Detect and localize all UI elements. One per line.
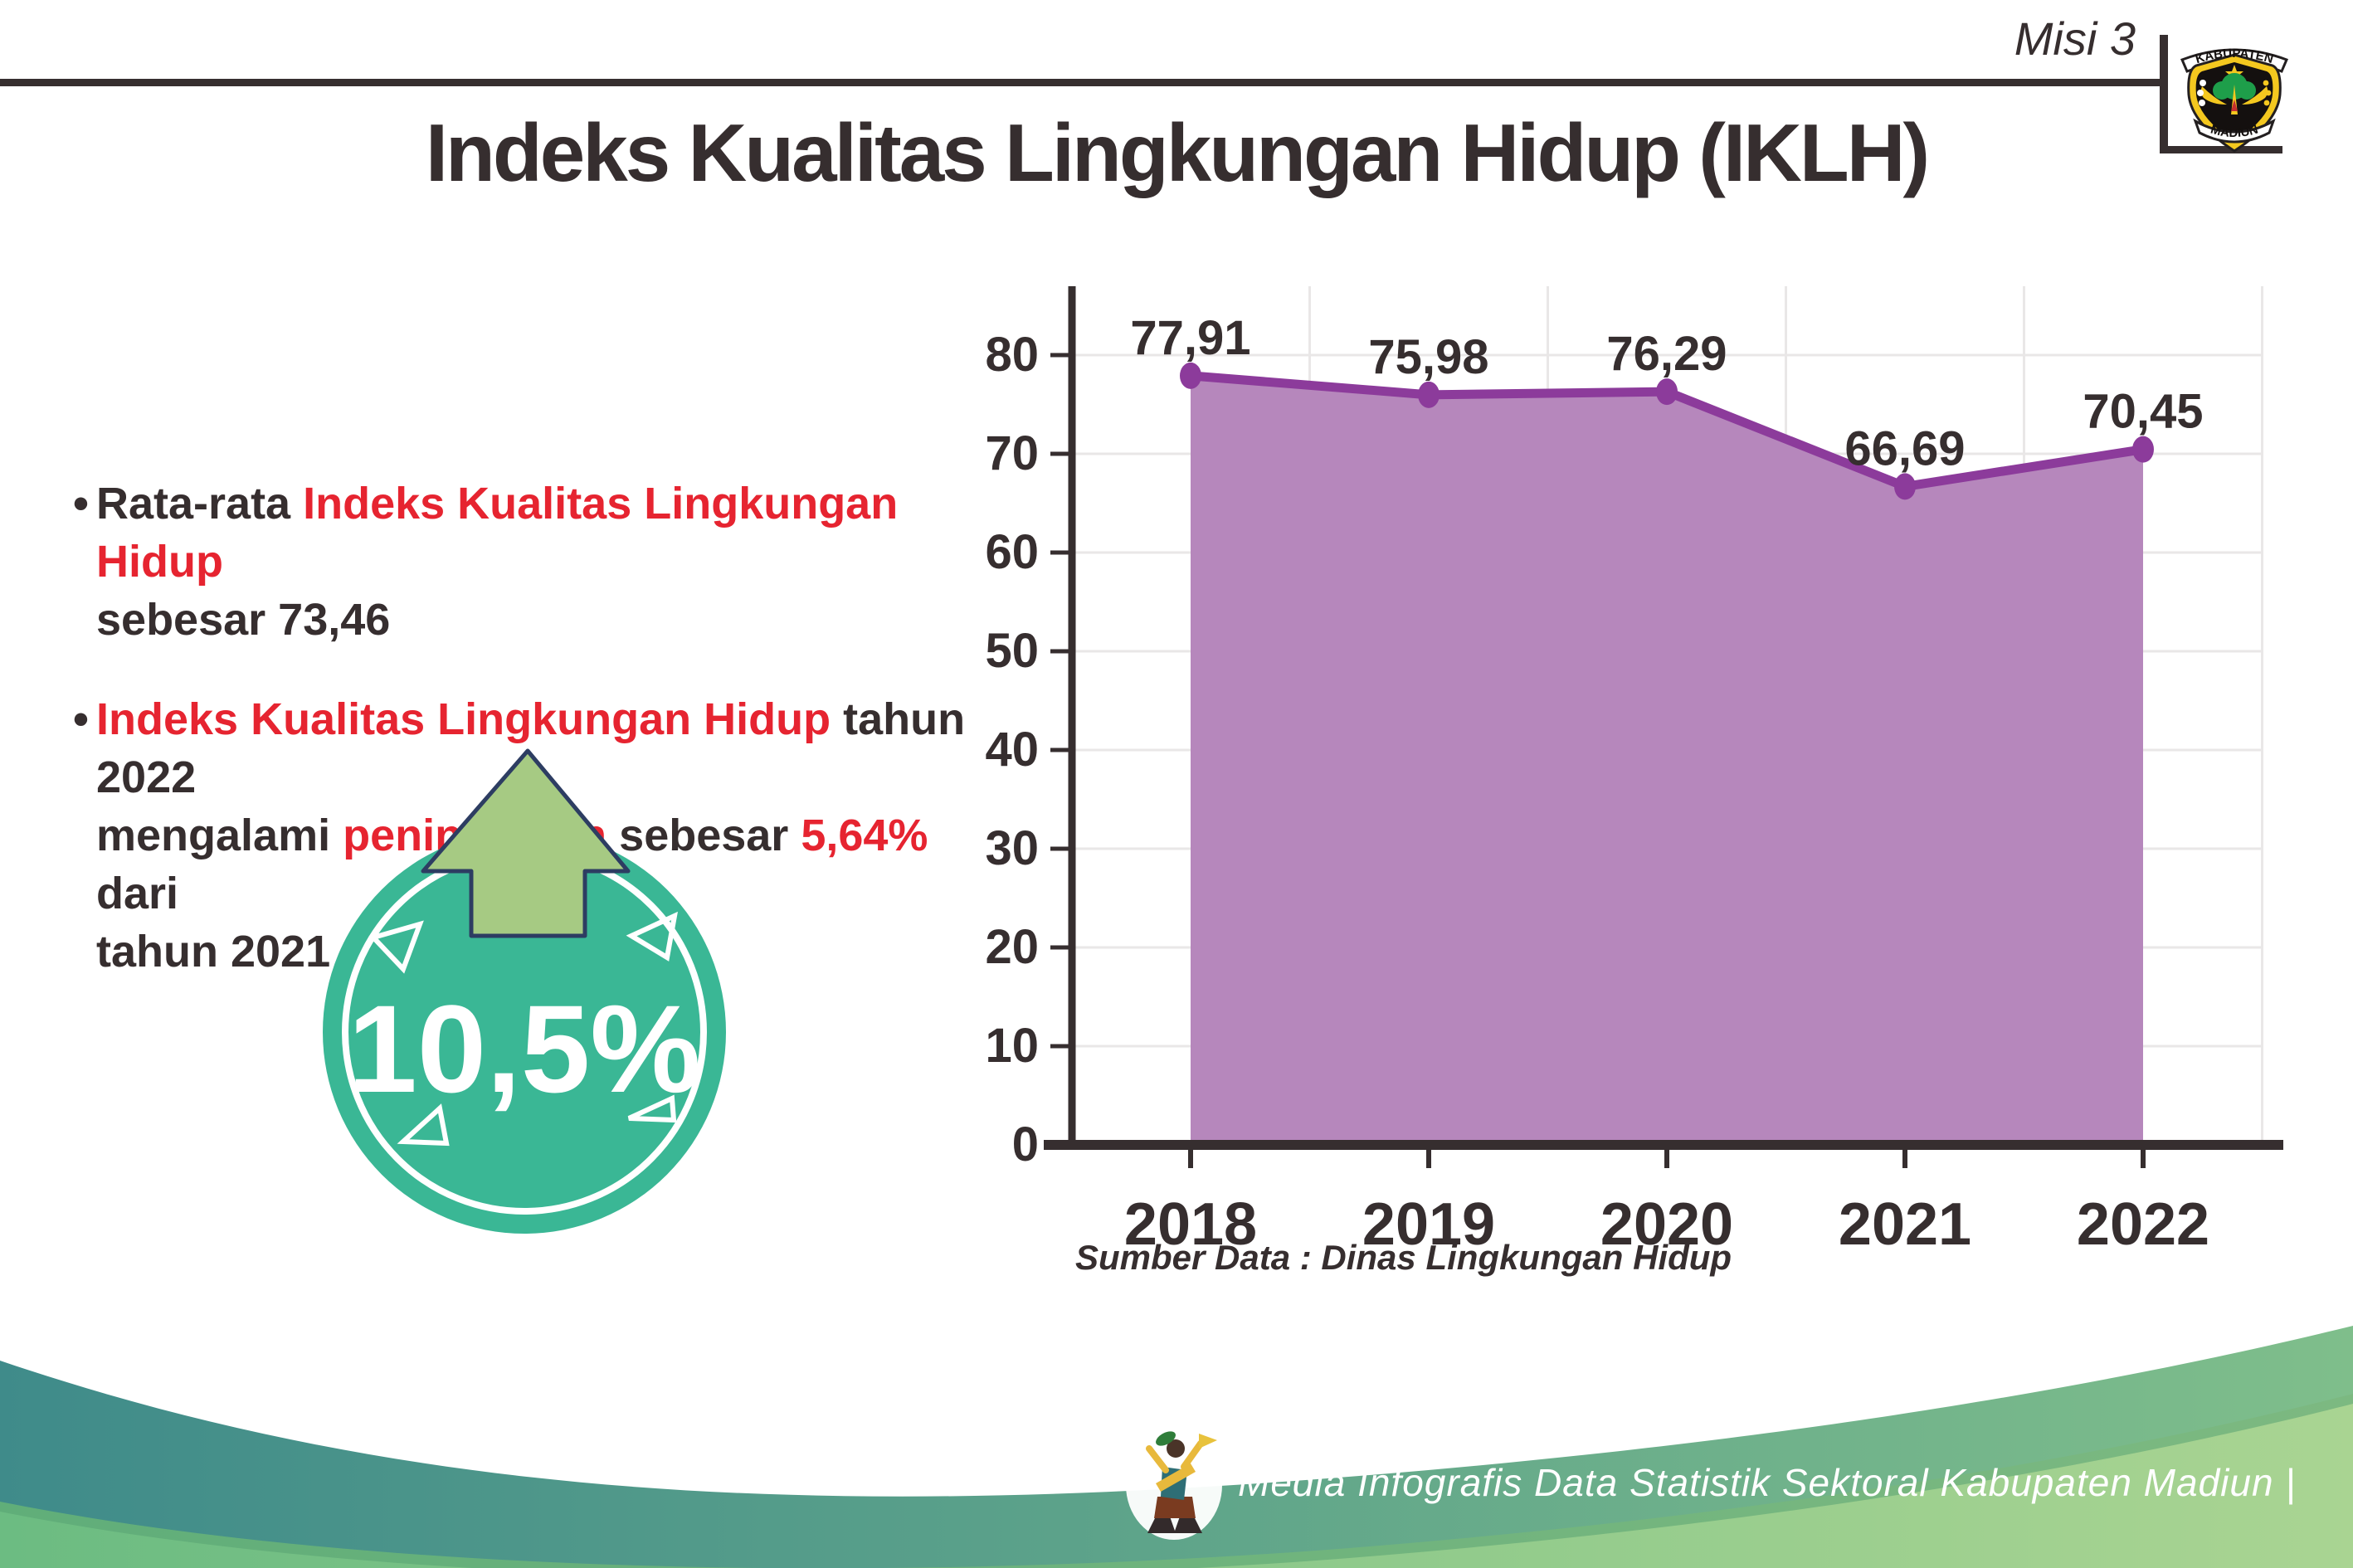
logo-frame-horizontal — [2160, 146, 2282, 153]
bullet-segment: mengalami — [96, 811, 343, 860]
data-label: 76,29 — [1606, 327, 1727, 381]
green-wave — [0, 1364, 2353, 1568]
footer-caption: Media Infografis Data Statistik Sektoral… — [1238, 1461, 2297, 1504]
x-tick-label: 2020 — [1600, 1191, 1733, 1258]
y-tick-label: 20 — [985, 920, 1039, 974]
logo-rice-2 — [2265, 90, 2272, 96]
data-point — [1418, 381, 1440, 408]
mascot-sash — [1156, 1463, 1196, 1492]
bullet-segment: sebesar 73,46 — [96, 595, 391, 645]
summary-bullets: • Rata-rata Indeks Kualitas Lingkungan Hi… — [73, 475, 986, 981]
data-point — [1180, 362, 1201, 389]
logo-bottom-banner — [2193, 118, 2276, 144]
data-label: 77,91 — [1130, 311, 1250, 365]
bullet-item-1: • Rata-rata Indeks Kualitas Lingkungan Hi… — [73, 475, 986, 649]
up-arrow-icon — [421, 748, 631, 938]
y-tick-label: 50 — [985, 624, 1039, 678]
y-tick-label: 80 — [985, 328, 1039, 382]
x-tick-label: 2021 — [1839, 1191, 1971, 1258]
logo-tree-canopy-left — [2213, 81, 2231, 100]
area-fill — [1191, 375, 2143, 1146]
x-tick-label: 2019 — [1362, 1191, 1495, 1258]
data-label: 70,45 — [2083, 385, 2203, 439]
bullet-segment: dari — [96, 869, 179, 918]
y-tick-label: 10 — [985, 1019, 1039, 1073]
logo-bottom-text: MADIUN — [2209, 123, 2259, 141]
logo-wing-right — [2242, 86, 2268, 105]
bullet-line: sebesar 73,46 — [96, 591, 986, 649]
logo-rice-3 — [2263, 100, 2270, 106]
mascot-icon — [1126, 1430, 1222, 1540]
x-tick-label: 2022 — [2077, 1191, 2209, 1258]
y-tick-label: 30 — [985, 821, 1039, 875]
data-label: 66,69 — [1844, 421, 1965, 475]
bullet-line: Indeks Kualitas Lingkungan Hidup tahun 2… — [96, 690, 986, 806]
y-tick-label: 60 — [985, 525, 1039, 579]
bullet-segment: tahun 2021 — [96, 927, 331, 976]
mascot-arm-right — [1181, 1440, 1204, 1470]
teal-wave — [0, 1326, 2353, 1568]
y-tick-label: 0 — [1012, 1118, 1039, 1171]
sparkle-icon — [627, 1094, 677, 1123]
footer-waves — [0, 1326, 2353, 1568]
chart-source-note: Sumber Data : Dinas Lingkungan Hidup — [1075, 1238, 1732, 1277]
logo-emblem-red — [2231, 100, 2238, 111]
bullet-segment: Indeks Kualitas Lingkungan Hidup — [96, 694, 831, 744]
bullet-segment: tahun 2022 — [96, 694, 966, 802]
header-rule — [0, 79, 2165, 86]
badge-value: 10,5% — [348, 979, 700, 1118]
bullet-line: tahun 2021 — [96, 923, 986, 981]
x-tick-label: 2018 — [1124, 1191, 1257, 1258]
data-point — [2132, 436, 2154, 463]
bullet-dot: • — [73, 694, 89, 744]
logo-wing-left — [2200, 86, 2227, 105]
logo-cotton-3 — [2199, 100, 2205, 106]
data-point — [1894, 473, 1916, 500]
mascot-leaf-hat — [1156, 1431, 1176, 1446]
sparkle-icon — [626, 911, 678, 962]
misi-label: Misi 3 — [2014, 12, 2136, 65]
logo-frame-vertical — [2160, 35, 2168, 153]
sparkle-icon — [397, 1103, 450, 1147]
kabupaten-madiun-logo-icon: KABUPATEN MADIUN — [2180, 46, 2288, 153]
iklh-area-chart: 77,91 75,98 76,29 66,69 70,45 0 10 20 30 40 50 60 70… — [985, 286, 2283, 1258]
data-point — [1656, 378, 1678, 406]
logo-cotton-1 — [2200, 80, 2206, 86]
bullet-segment: Indeks Kualitas Lingkungan Hidup — [96, 479, 899, 587]
page-title: Indeks Kualitas Lingkungan Hidup (IKLH) — [425, 107, 1930, 198]
increase-badge: 10,5% — [323, 748, 726, 1234]
y-tick-label: 70 — [985, 426, 1039, 480]
logo-tree-canopy-right — [2238, 81, 2256, 100]
bullet-segment: Rata-rata — [96, 479, 304, 528]
bullet-line: Rata-rata Indeks Kualitas Lingkungan Hid… — [96, 475, 986, 591]
bullet-segment: sebesar — [607, 811, 801, 860]
mascot-skirt — [1154, 1497, 1196, 1518]
bullet-dot: • — [73, 479, 89, 528]
mascot-head — [1167, 1439, 1185, 1458]
y-tick-label: 40 — [985, 723, 1039, 777]
badge-circle — [323, 830, 726, 1234]
mascot-arm-left — [1146, 1445, 1169, 1473]
sparkle-icon — [368, 920, 424, 974]
data-label: 75,98 — [1368, 330, 1488, 384]
logo-rice-1 — [2263, 80, 2269, 86]
bullet-segment: 5,64% — [801, 811, 928, 860]
logo-cotton-2 — [2197, 90, 2204, 96]
mascot-flag — [1199, 1434, 1217, 1449]
